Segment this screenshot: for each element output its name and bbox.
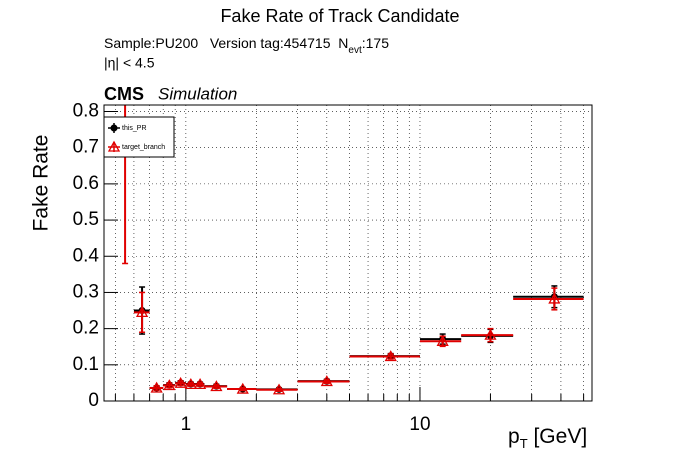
- y-tick-label: 0.5: [73, 209, 99, 230]
- x-label-unit: [GeV]: [528, 425, 588, 448]
- sim-label: Simulation: [158, 84, 237, 103]
- marker-triangle: [272, 383, 286, 395]
- eta-cut: |η| < 4.5: [104, 55, 155, 71]
- x-tick-label: 1: [181, 414, 192, 435]
- x-axis-label: pT [GeV]: [508, 425, 587, 452]
- y-tick-label: 0.7: [73, 137, 99, 158]
- y-tick-label: 0.4: [73, 245, 100, 266]
- marker-triangle: [184, 378, 197, 390]
- y-tick-label: 0.1: [73, 354, 99, 375]
- chart-title: Fake Rate of Track Candidate: [220, 6, 459, 26]
- y-tick-label: 0: [88, 390, 99, 411]
- subtitle-sub: evt: [348, 45, 362, 56]
- marker-triangle: [384, 350, 397, 362]
- experiment: CMS: [104, 84, 144, 104]
- marker-triangle: [163, 379, 176, 391]
- marker-triangle: [236, 382, 249, 394]
- legend-label: this_PR: [122, 125, 147, 132]
- y-tick-label: 0.8: [73, 101, 99, 122]
- legend-label: target_branch: [122, 144, 165, 151]
- subtitle-count: :175: [362, 35, 389, 51]
- marker-triangle: [320, 375, 333, 387]
- y-tick-label: 0.3: [73, 281, 99, 302]
- plot-frame: [103, 104, 593, 402]
- marker-triangle: [174, 376, 187, 388]
- y-tick-label: 0.6: [73, 173, 99, 194]
- y-tick-label: 0.2: [73, 318, 99, 339]
- marker-triangle: [436, 334, 449, 346]
- marker-triangle: [135, 306, 149, 317]
- marker-triangle: [484, 328, 497, 340]
- x-label-sub: T: [520, 436, 528, 451]
- marker-triangle: [193, 378, 207, 390]
- marker-triangle: [210, 380, 223, 392]
- marker-triangle: [107, 140, 121, 152]
- subtitle-sample: Sample:PU200 Version tag:454715 N: [104, 35, 348, 51]
- x-tick-label: 10: [409, 414, 430, 435]
- x-label-main: p: [508, 425, 520, 448]
- y-axis-label: Fake Rate: [30, 135, 53, 232]
- legend-box: [103, 116, 175, 158]
- marker-triangle: [150, 381, 163, 393]
- marker-triangle: [548, 292, 561, 304]
- marker-circle: [110, 124, 118, 132]
- subtitle: Sample:PU200 Version tag:454715 Nevt:175: [104, 35, 389, 56]
